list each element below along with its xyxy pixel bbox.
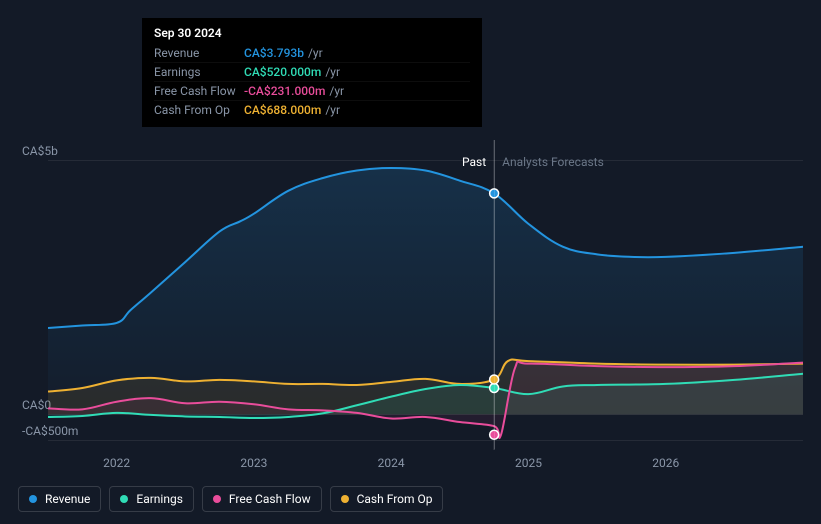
tooltip-unit: /yr <box>325 65 340 79</box>
tooltip-value: -CA$231.000m <box>244 84 325 98</box>
legend-dot-icon <box>213 495 221 503</box>
x-axis-label: 2024 <box>378 456 405 470</box>
region-label-past: Past <box>462 155 486 169</box>
tooltip-value: CA$688.000m <box>244 103 321 117</box>
past-forecast-divider <box>494 140 495 449</box>
chart-legend: Revenue Earnings Free Cash Flow Cash From O… <box>18 486 443 512</box>
plot-area[interactable]: Past Analysts Forecasts <box>48 140 803 449</box>
tooltip-row-revenue: RevenueCA$3.793b/yr <box>154 44 470 62</box>
legend-item-free-cash-flow[interactable]: Free Cash Flow <box>202 486 322 512</box>
legend-item-earnings[interactable]: Earnings <box>109 486 194 512</box>
tooltip-label: Earnings <box>154 65 244 79</box>
legend-item-revenue[interactable]: Revenue <box>18 486 101 512</box>
legend-label: Earnings <box>136 492 183 506</box>
legend-item-cash-from-op[interactable]: Cash From Op <box>330 486 444 512</box>
x-axis-label: 2022 <box>103 456 130 470</box>
x-axis-label: 2026 <box>652 456 679 470</box>
tooltip-date: Sep 30 2024 <box>154 26 470 40</box>
x-axis-label: 2025 <box>515 456 542 470</box>
tooltip-row-cash-from-op: Cash From OpCA$688.000m/yr <box>154 100 470 119</box>
financial-chart: CA$5bCA$0-CA$500m Past Analysts Forecast… <box>18 120 803 484</box>
tooltip-value: CA$520.000m <box>244 65 321 79</box>
tooltip-label: Cash From Op <box>154 103 244 117</box>
tooltip-unit: /yr <box>308 46 323 60</box>
chart-svg <box>48 140 803 450</box>
tooltip-row-free-cash-flow: Free Cash Flow-CA$231.000m/yr <box>154 81 470 100</box>
tooltip-label: Free Cash Flow <box>154 84 244 98</box>
region-label-forecast: Analysts Forecasts <box>502 155 604 169</box>
legend-label: Cash From Op <box>357 492 433 506</box>
legend-dot-icon <box>120 495 128 503</box>
y-axis-label: CA$0 <box>22 398 51 412</box>
tooltip-row-earnings: EarningsCA$520.000m/yr <box>154 62 470 81</box>
legend-dot-icon <box>341 495 349 503</box>
tooltip-value: CA$3.793b <box>244 46 304 60</box>
legend-dot-icon <box>29 495 37 503</box>
tooltip-unit: /yr <box>329 84 344 98</box>
tooltip-unit: /yr <box>325 103 340 117</box>
tooltip: Sep 30 2024 RevenueCA$3.793b/yrEarningsC… <box>142 18 482 127</box>
tooltip-label: Revenue <box>154 46 244 60</box>
legend-label: Revenue <box>45 492 90 506</box>
x-axis-label: 2023 <box>240 456 267 470</box>
x-axis-labels: 2022 2023 2024 2025 2026 <box>48 456 803 471</box>
legend-label: Free Cash Flow <box>229 492 311 506</box>
